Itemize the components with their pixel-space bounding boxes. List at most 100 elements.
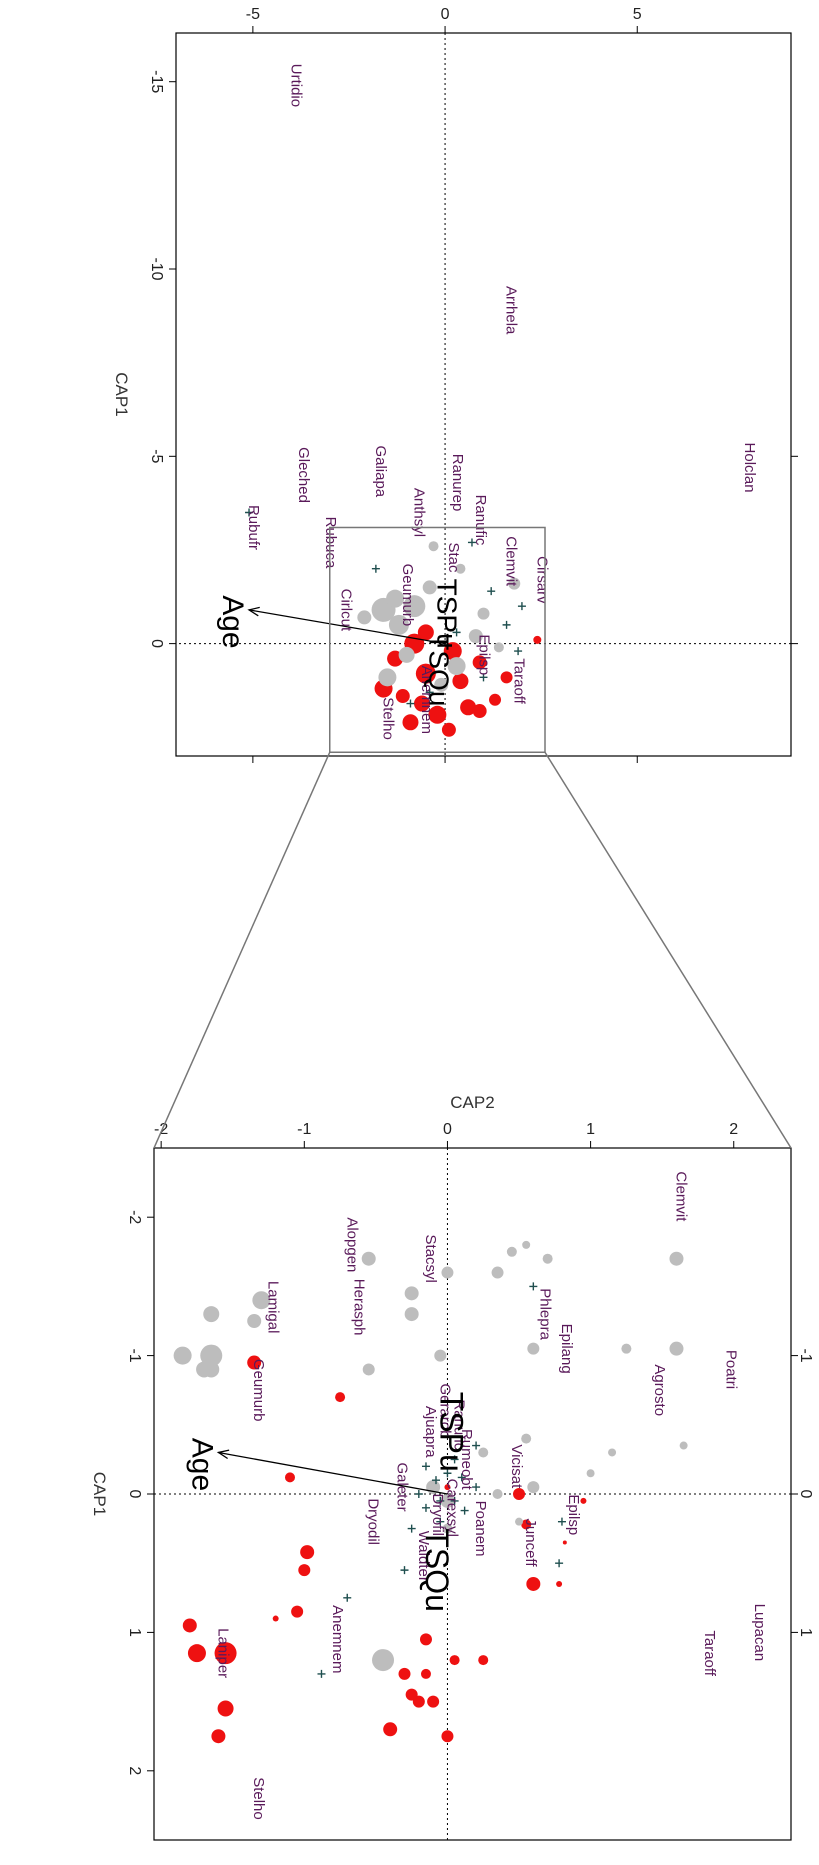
species-label: Dryodil xyxy=(365,1498,382,1545)
red-point xyxy=(562,1540,567,1545)
marker-layer: Holclan Arrhela Urtidio Taraoff Cirsarv Clemv… xyxy=(245,64,758,740)
grey-point xyxy=(357,610,372,625)
plus-marker xyxy=(514,647,523,656)
grey-point xyxy=(442,1523,453,1534)
species-label: Vicisat xyxy=(508,1444,525,1489)
red-point xyxy=(500,671,513,684)
plus-marker xyxy=(472,1483,481,1492)
centroid-label: TSPu xyxy=(433,1392,469,1472)
species-label: Ajuapra xyxy=(422,1406,439,1458)
grey-point xyxy=(361,1251,376,1266)
plus-marker xyxy=(457,1473,466,1482)
plus-marker xyxy=(421,1503,430,1512)
grey-point xyxy=(247,1314,262,1328)
grey-point xyxy=(372,1649,395,1672)
plus-marker xyxy=(479,673,488,682)
zoom-connector-bottom xyxy=(153,751,331,1149)
plus-marker xyxy=(407,1524,416,1533)
red-point xyxy=(247,1355,262,1370)
species-label: Taraoff xyxy=(510,658,527,704)
grey-point xyxy=(388,614,409,635)
centroid-label: TSQu xyxy=(424,633,455,706)
plus-marker xyxy=(421,1462,430,1471)
top-tick-label: 0 xyxy=(797,1490,814,1499)
species-label: Geumurb xyxy=(399,564,416,627)
plus-marker xyxy=(450,1455,459,1464)
red-point xyxy=(441,1730,454,1743)
species-label: Waldter xyxy=(415,1531,432,1582)
red-point xyxy=(443,642,462,661)
y-tick-label: -2 xyxy=(154,1121,168,1138)
grey-point xyxy=(527,1342,540,1355)
red-point xyxy=(478,1655,489,1666)
species-label: Epilsp xyxy=(565,1494,582,1535)
red-point xyxy=(521,1519,532,1530)
red-point xyxy=(580,1497,587,1504)
red-point xyxy=(444,1484,451,1491)
species-label: Phlepra xyxy=(536,1288,553,1340)
grey-point xyxy=(252,1291,271,1310)
top-tick-label: 1 xyxy=(797,1628,814,1637)
grey-point xyxy=(522,1240,531,1249)
species-label: Lupacan xyxy=(751,1604,768,1662)
y-tick-label: 1 xyxy=(586,1121,595,1138)
plus-marker xyxy=(555,1559,564,1568)
marker-layer: Lupacan Taraoff Poatri Agrosto Clemvit Epilsp… xyxy=(173,1171,768,1820)
plot-frame xyxy=(175,32,792,757)
species-label: Clemvit xyxy=(672,1171,689,1222)
species-label: Gleched xyxy=(295,447,312,503)
species-label: Carexsyl xyxy=(443,1479,460,1537)
grey-point xyxy=(403,595,426,618)
species-label: Geumurb xyxy=(250,1359,267,1422)
red-point xyxy=(182,1618,197,1633)
x-tick-label: 0 xyxy=(148,639,165,648)
grey-point xyxy=(669,1341,684,1356)
grey-point xyxy=(491,1266,504,1279)
species-label: Herasph xyxy=(350,1279,367,1336)
species-label: Stelho xyxy=(380,697,397,740)
grey-point xyxy=(493,642,504,653)
grey-point xyxy=(478,1447,489,1458)
plus-marker xyxy=(343,1593,352,1602)
red-point xyxy=(284,1472,295,1483)
plus-marker xyxy=(450,1496,459,1505)
centroid-label: TSQu xyxy=(419,1528,455,1612)
grey-point xyxy=(679,1441,688,1450)
red-point xyxy=(187,1644,206,1663)
species-label: Clemvit xyxy=(503,536,520,587)
red-point xyxy=(300,1545,315,1560)
species-label: Galiapa xyxy=(372,445,389,497)
red-point xyxy=(395,689,410,704)
grey-point xyxy=(477,607,490,620)
grey-point xyxy=(386,589,405,608)
red-point xyxy=(402,714,419,731)
age-vector xyxy=(248,609,446,645)
grey-point xyxy=(428,541,439,552)
red-point xyxy=(526,1576,541,1591)
y-axis-title: CAP2 xyxy=(450,1093,494,1112)
grey-point xyxy=(527,1481,540,1494)
age-vector-label: Age xyxy=(216,595,249,648)
panel-full: -15-10-50-505CAP1CAP2HolclanArrhelaUrtid… xyxy=(112,6,798,763)
y-tick-label: -1 xyxy=(297,1121,311,1138)
zoom-connector-top xyxy=(544,751,792,1149)
species-label: Stelho xyxy=(250,1777,267,1820)
species-label: Poanem xyxy=(472,1501,489,1557)
grey-point xyxy=(506,1246,517,1257)
red-point xyxy=(556,1580,563,1587)
grey-point xyxy=(542,1253,553,1264)
grey-point xyxy=(508,577,521,590)
red-point xyxy=(452,673,469,690)
species-label: Epilang xyxy=(558,1324,575,1374)
species-label: Lamigal xyxy=(265,1281,282,1334)
species-label: Stacsyl xyxy=(422,1235,439,1283)
red-point xyxy=(383,1722,398,1737)
species-label: Galeter xyxy=(393,1462,410,1511)
grey-point xyxy=(200,1344,223,1367)
plus-marker xyxy=(436,1517,445,1526)
red-point xyxy=(472,655,487,670)
species-label: Alopgen xyxy=(343,1217,360,1272)
red-point xyxy=(420,1668,431,1679)
